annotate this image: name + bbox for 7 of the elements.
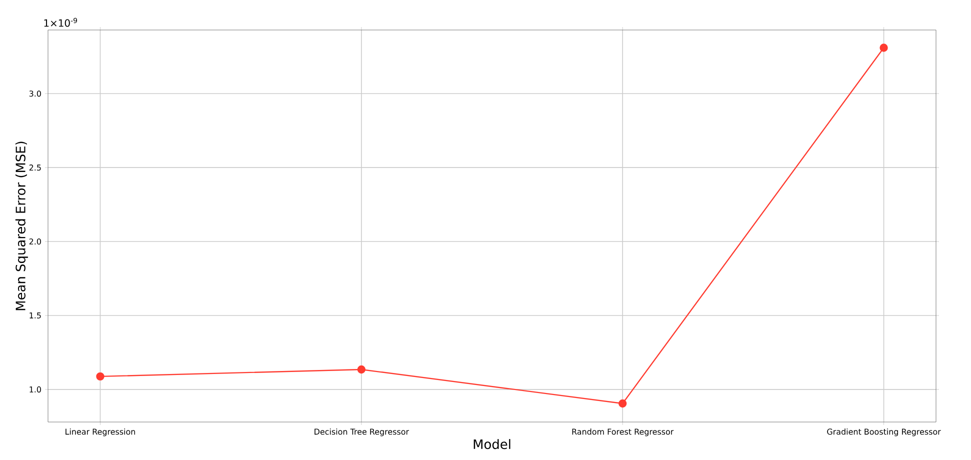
point	[357, 365, 366, 374]
y-axis-title: Mean Squared Error (MSE)	[15, 142, 28, 310]
text: 1×10$^{-9}$	[44, 18, 78, 27]
x-axis-title: Model	[474, 439, 510, 450]
point	[96, 372, 104, 381]
point	[880, 44, 888, 52]
point	[618, 399, 627, 408]
